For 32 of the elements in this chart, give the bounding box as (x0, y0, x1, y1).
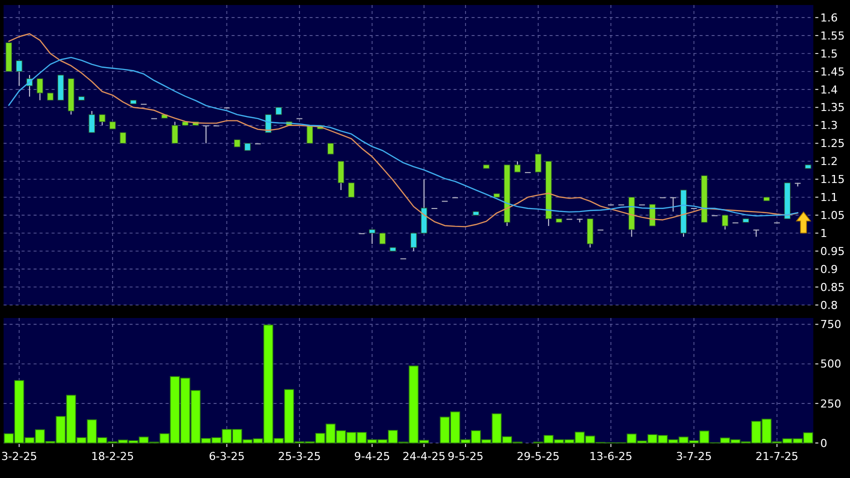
y-tick-label: 1.25 (820, 137, 845, 150)
y-tick-label: 1.2 (820, 155, 838, 168)
x-tick-label: 6-3-25 (208, 450, 245, 463)
y-tick-label: 1.5 (820, 47, 838, 60)
y-tick-label: 0.95 (820, 244, 845, 258)
y-tick-label: 1 (820, 226, 828, 240)
y-tick-label: 250 (820, 397, 842, 410)
x-tick-label: 29-5-25 (516, 450, 560, 463)
y-tick-label: 500 (820, 358, 842, 371)
x-tick-label: 25-3-25 (278, 450, 321, 463)
x-tick-label: 13-6-25 (589, 450, 632, 463)
y-tick-label: 750 (820, 318, 842, 332)
y-tick-label: 1.4 (820, 83, 838, 96)
y-tick-label: 1.45 (820, 65, 845, 78)
y-tick-label: 1.55 (820, 29, 845, 42)
x-tick-label: 18-2-25 (91, 450, 134, 463)
x-tick-label: 3-7-25 (676, 450, 712, 463)
x-tick-label: 3-2-25 (1, 450, 38, 463)
x-tick-label: 9-5-25 (448, 450, 484, 463)
y-tick-label: 1.05 (820, 209, 845, 222)
y-tick-label: 1.15 (820, 173, 845, 186)
y-tick-label: 0.85 (820, 280, 845, 294)
x-tick-label: 21-7-25 (756, 450, 798, 463)
y-tick-label: 1.35 (820, 101, 845, 114)
y-tick-label: 0.8 (820, 298, 838, 312)
x-tick-label: 9-4-25 (354, 450, 390, 463)
y-tick-label: 0 (820, 436, 828, 450)
y-tick-label: 1.6 (820, 11, 838, 24)
y-tick-label: 1.1 (820, 191, 838, 204)
y-tick-label: 1.3 (820, 119, 838, 132)
y-tick-label: 0.9 (820, 262, 838, 276)
x-tick-label: 24-4-25 (402, 450, 446, 463)
